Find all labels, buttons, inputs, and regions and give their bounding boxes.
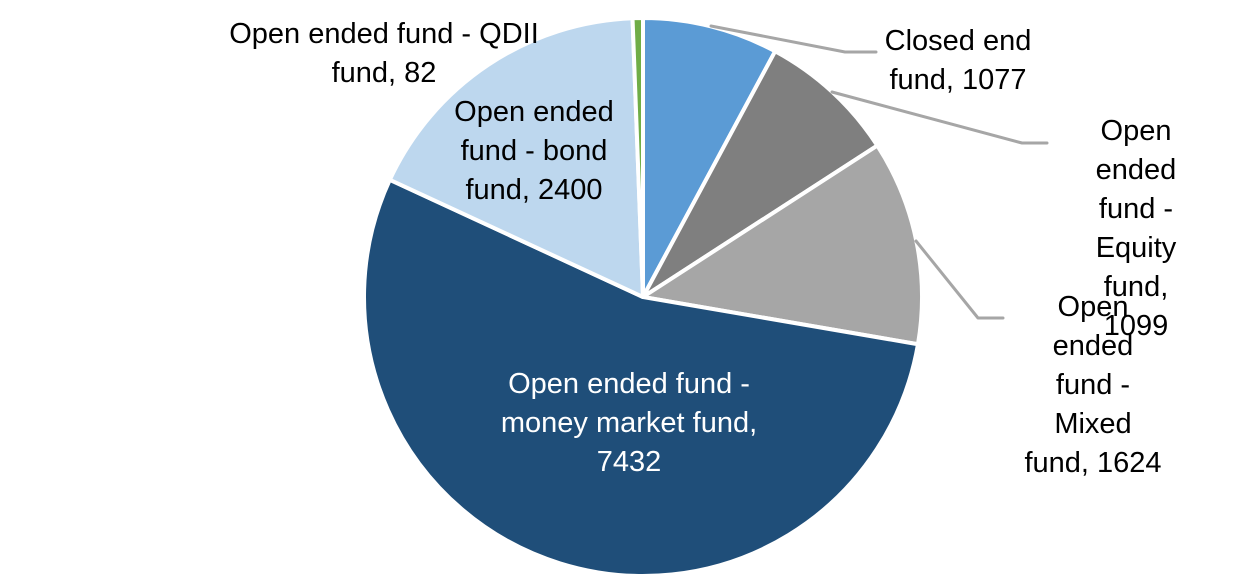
data-label-bond-fund: Open ended fund - bond fund, 2400 (454, 96, 614, 206)
pie-slice-open-ended-fund-money-market-fund[interactable] (362, 177, 920, 578)
data-label-money-market-fund: Open ended fund - money market fund, 743… (500, 368, 758, 478)
pie-slices (362, 16, 924, 578)
data-label-qdii-fund: Open ended fund - QDII fund, 82 (229, 18, 539, 89)
pie-slice-open-ended-fund-bond-fund[interactable] (387, 16, 645, 299)
leader-line-closed-end-fund (709, 24, 878, 54)
data-label-closed-end-fund: Closed end fund, 1077 (884, 25, 1032, 96)
leader-lines (709, 24, 1049, 320)
leader-line-mixed-fund (914, 239, 1005, 320)
data-label-mixed-fund: Open ended fund - Mixed fund, 1624 (1024, 291, 1162, 479)
leader-line-equity-fund (830, 90, 1049, 145)
data-label-equity-fund: Open ended fund - Equity fund, 1099 (1095, 115, 1177, 342)
pie-slice-open-ended-fund-qdii-fund[interactable] (630, 16, 645, 299)
